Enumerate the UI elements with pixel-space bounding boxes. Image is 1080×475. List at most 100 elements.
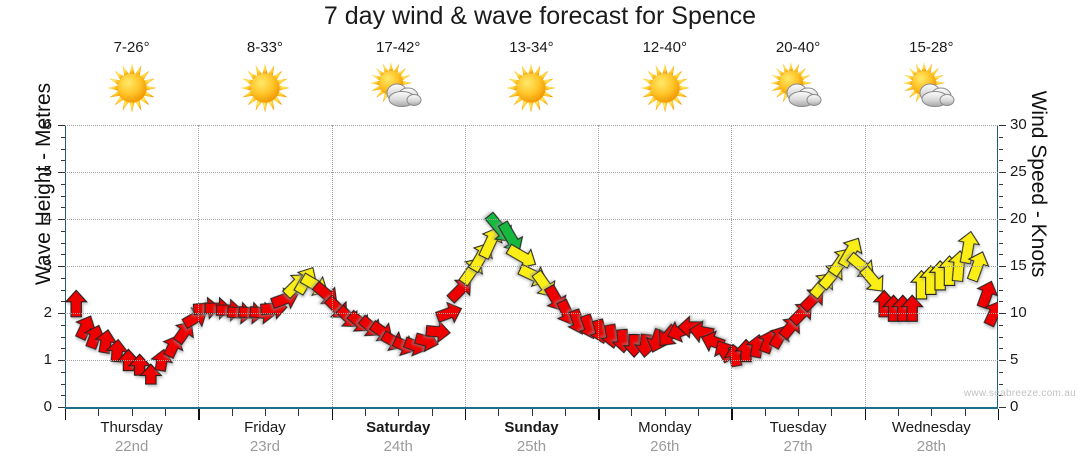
x-minor-tick: [931, 409, 933, 416]
wind-arrow: [900, 294, 924, 322]
left-tick: [58, 125, 65, 126]
wind-arrow: [837, 237, 863, 269]
day-label-wednesday: Wednesday 28th: [865, 418, 998, 468]
wind-arrow: [677, 315, 703, 339]
left-tick-label: 3: [43, 257, 52, 274]
right-minor-tick: [999, 160, 1003, 162]
x-day-tick: [331, 409, 333, 420]
watermark: www.seabreeze.com.au: [963, 388, 1076, 399]
left-tick-label: 4: [43, 210, 52, 227]
right-minor-tick: [999, 148, 1003, 150]
day-date: 23rd: [249, 438, 280, 455]
x-minor-tick: [698, 409, 700, 416]
x-day-tick: [998, 409, 1000, 420]
x-day-tick: [731, 409, 733, 420]
left-tick-label: 1: [43, 351, 52, 368]
x-minor-tick: [798, 409, 800, 416]
right-minor-tick: [999, 136, 1003, 138]
right-minor-tick: [999, 383, 1003, 385]
left-tick-label: 6: [43, 116, 52, 133]
left-axis-title: Wave Height - Metres: [32, 82, 55, 286]
wind-arrow: [83, 324, 106, 351]
right-tick: [999, 172, 1006, 173]
wind-arrow: [94, 329, 118, 355]
right-minor-tick: [999, 242, 1003, 244]
x-axis-line: [65, 407, 998, 409]
right-minor-tick: [999, 324, 1003, 326]
gridline-v-day: [464, 125, 466, 407]
left-minor-tick: [61, 254, 65, 256]
day-date: 28th: [916, 438, 946, 455]
right-tick-label: 30: [1010, 116, 1027, 133]
day-header-friday: 8-33°: [198, 38, 331, 124]
left-tick: [58, 266, 65, 267]
left-tick: [58, 407, 65, 408]
day-name: Friday: [244, 419, 286, 436]
x-minor-tick: [898, 409, 900, 416]
right-minor-tick: [999, 195, 1003, 197]
left-minor-tick: [61, 395, 65, 397]
left-minor-tick: [61, 183, 65, 185]
right-minor-tick: [999, 395, 1003, 397]
right-tick: [999, 313, 1006, 314]
left-minor-tick: [61, 301, 65, 303]
right-tick: [999, 266, 1006, 267]
x-minor-tick: [231, 409, 233, 416]
right-tick-label: 25: [1010, 163, 1027, 180]
left-minor-tick: [61, 207, 65, 209]
right-tick: [999, 125, 1006, 126]
day-label-thursday: Thursday 22nd: [65, 418, 198, 468]
left-minor-tick: [61, 383, 65, 385]
x-minor-tick: [164, 409, 166, 416]
right-tick: [999, 407, 1006, 408]
sun-icon: [65, 62, 198, 122]
left-tick: [58, 360, 65, 361]
right-tick: [999, 219, 1006, 220]
right-minor-tick: [999, 289, 1003, 291]
x-day-tick: [864, 409, 867, 420]
temperature-range: 13-34°: [509, 39, 554, 56]
day-header-saturday: 17-42°: [332, 38, 465, 124]
gridline-h: [65, 313, 998, 314]
left-tick: [58, 313, 65, 314]
day-name: Sunday: [504, 419, 559, 436]
x-minor-tick: [764, 409, 766, 416]
temperature-range: 20-40°: [775, 39, 821, 56]
gridline-v-day: [731, 125, 733, 407]
left-tick: [58, 172, 65, 173]
right-minor-tick: [999, 371, 1003, 373]
left-minor-tick: [61, 348, 65, 350]
day-name: Wednesday: [891, 419, 971, 436]
x-minor-tick: [98, 409, 100, 416]
day-label-saturday: Saturday 24th: [332, 418, 465, 468]
right-minor-tick: [999, 183, 1003, 185]
right-minor-tick: [999, 230, 1003, 232]
x-minor-tick: [531, 409, 533, 416]
temperature-range: 12-40°: [642, 39, 687, 56]
day-name: Monday: [638, 419, 692, 436]
plot-area: [64, 125, 1006, 407]
day-date: 24th: [383, 438, 413, 455]
day-label-sunday: Sunday 25th: [465, 418, 598, 468]
left-minor-tick: [61, 324, 65, 326]
wind-arrow: [74, 315, 97, 342]
wind-arrow: [446, 279, 472, 304]
left-minor-tick: [61, 160, 65, 162]
x-minor-tick: [964, 409, 966, 416]
x-day-tick: [598, 409, 600, 420]
day-header-sunday: 13-34°: [465, 38, 598, 124]
wind-arrow: [64, 289, 88, 318]
day-name: Saturday: [366, 419, 431, 436]
left-minor-tick: [61, 242, 65, 244]
temperature-range: 8-33°: [246, 39, 283, 56]
left-tick-label: 5: [43, 163, 52, 180]
day-date: 27th: [783, 438, 813, 455]
right-minor-tick: [999, 336, 1003, 338]
gridline-h: [65, 219, 998, 220]
gridline-v-day: [864, 125, 866, 407]
left-minor-tick: [61, 277, 65, 279]
gridline-h: [65, 172, 998, 173]
day-label-monday: Monday 26th: [598, 418, 731, 468]
right-tick-label: 20: [1010, 210, 1027, 227]
